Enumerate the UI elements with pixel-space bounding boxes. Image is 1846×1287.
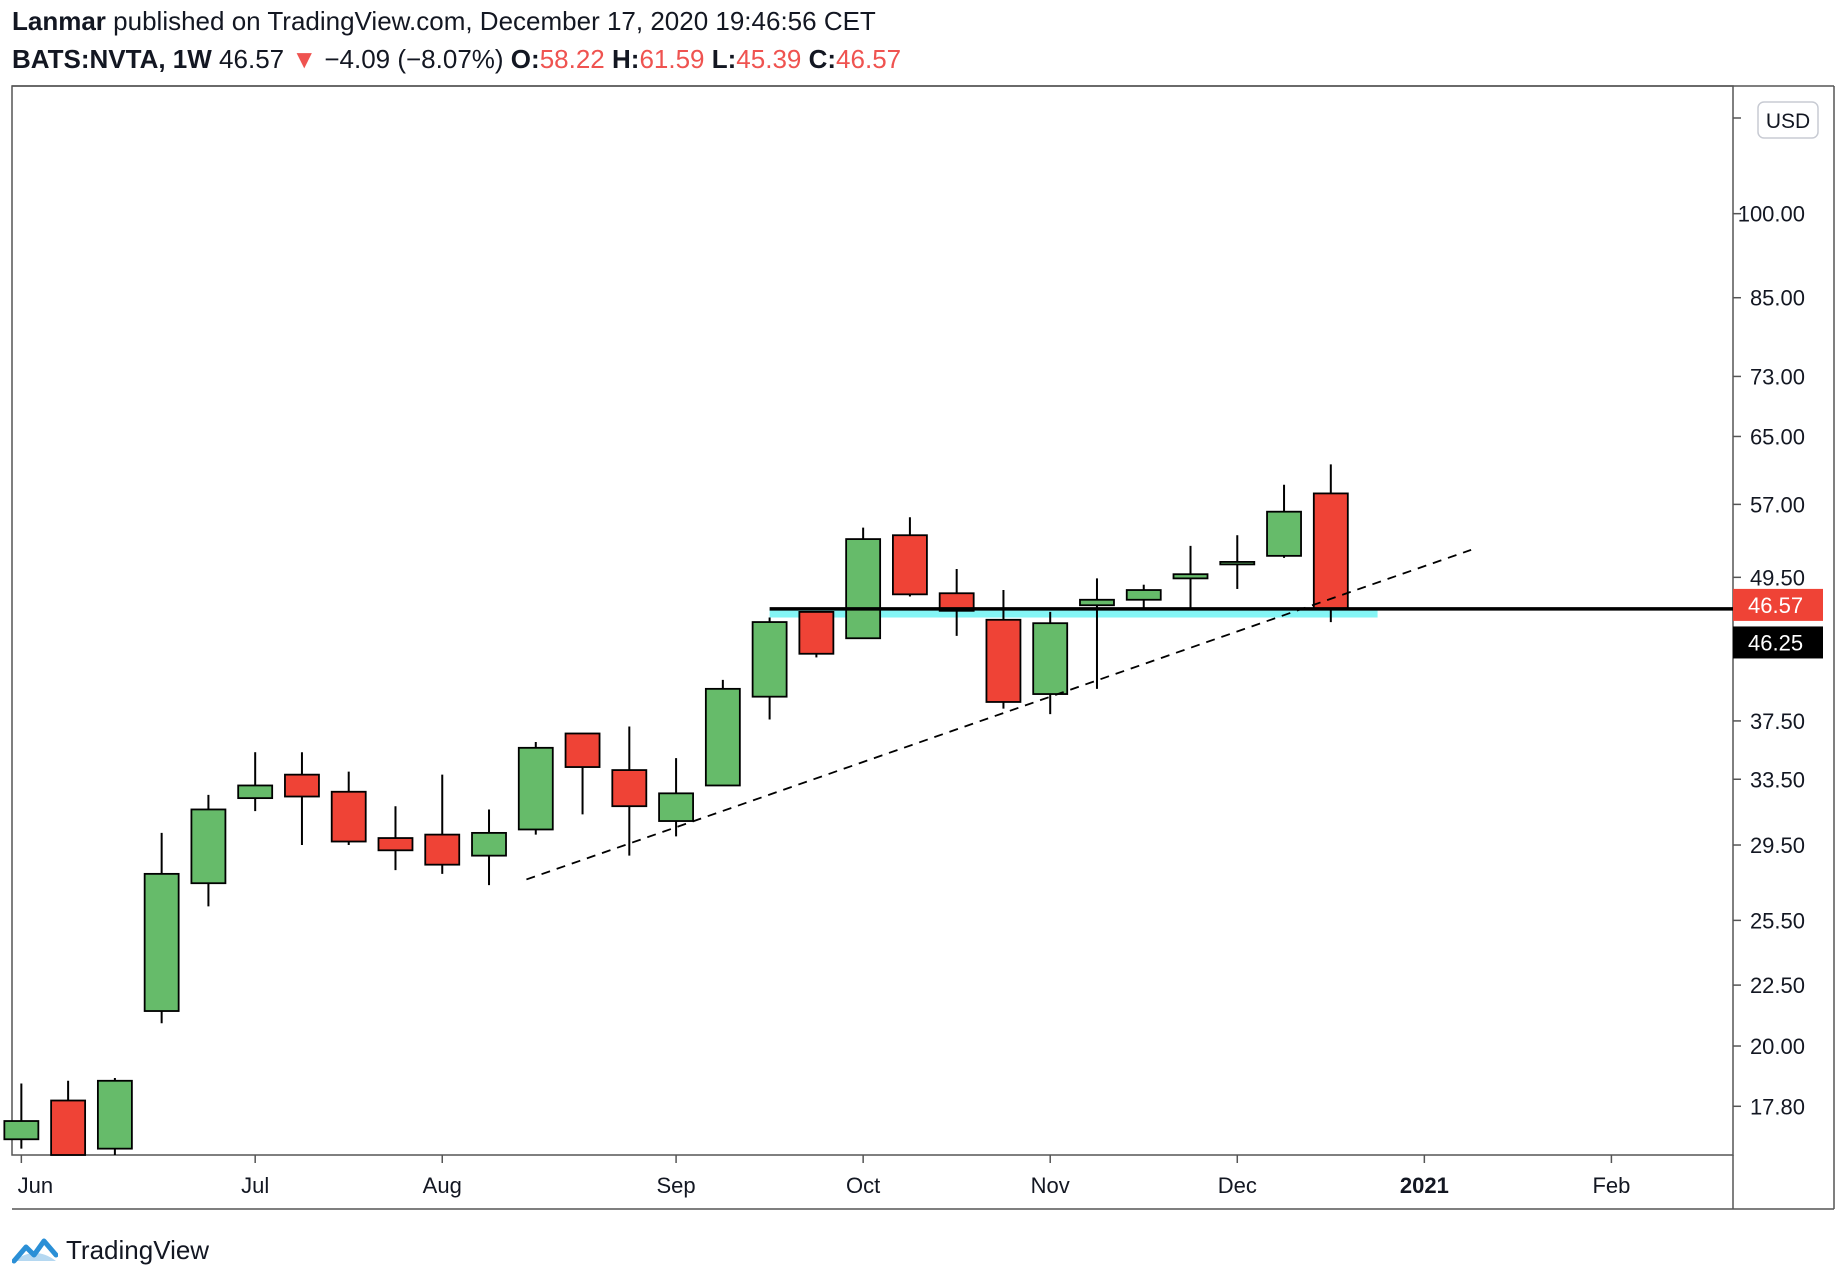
symbol-label[interactable]: BATS:NVTA, 1W bbox=[12, 44, 212, 74]
x-tick-label: Jul bbox=[241, 1173, 269, 1198]
candle-down bbox=[1312, 492, 1349, 610]
y-tick-label: 85.00 bbox=[1750, 286, 1805, 311]
tradingview-brand[interactable]: TradingView bbox=[66, 1234, 210, 1265]
y-tick-label: 33.50 bbox=[1750, 767, 1805, 792]
last-price: 46.57 bbox=[219, 44, 285, 74]
candle-down bbox=[284, 773, 320, 798]
candle-down bbox=[50, 1099, 87, 1156]
y-tick-label: 29.50 bbox=[1750, 833, 1805, 858]
x-tick-label: Oct bbox=[846, 1173, 880, 1198]
candle-down bbox=[330, 790, 367, 843]
candle-up bbox=[658, 792, 694, 822]
candle-down bbox=[798, 611, 835, 655]
y-tick-label: 100.00 bbox=[1738, 202, 1805, 227]
candle-up bbox=[143, 872, 180, 1012]
tradingview-logo-icon[interactable] bbox=[12, 1235, 58, 1265]
candle-down bbox=[611, 769, 648, 808]
candle-up bbox=[1032, 622, 1069, 695]
x-tick-label: Feb bbox=[1592, 1173, 1630, 1198]
close-value: 46.57 bbox=[836, 44, 902, 74]
currency-button-label[interactable]: USD bbox=[1766, 110, 1810, 133]
candle-up bbox=[1266, 510, 1302, 557]
down-arrow-icon: ▼ bbox=[291, 44, 318, 74]
open-label: O: bbox=[510, 44, 540, 74]
candle-up bbox=[751, 621, 788, 698]
y-tick-label: 65.00 bbox=[1750, 424, 1805, 449]
candle-up bbox=[517, 746, 554, 831]
candle-down bbox=[564, 732, 601, 768]
legend-line: BATS:NVTA, 1W 46.57 ▼ −4.09 (−8.07%) O:5… bbox=[12, 44, 901, 75]
candle-up bbox=[190, 808, 227, 885]
y-tick-label: 25.50 bbox=[1750, 908, 1805, 933]
candle-up bbox=[1125, 589, 1162, 601]
candle-up bbox=[1079, 598, 1115, 607]
published-text: published on TradingView.com, December 1… bbox=[113, 6, 876, 36]
x-tick-label: Dec bbox=[1218, 1173, 1257, 1198]
x-tick-label: Aug bbox=[423, 1173, 462, 1198]
currency-button[interactable] bbox=[1757, 101, 1819, 139]
level-price-label: 46.25 bbox=[1748, 630, 1803, 655]
price-change: −4.09 (−8.07%) bbox=[324, 44, 504, 74]
candle-up bbox=[1172, 573, 1209, 580]
x-tick-label: Nov bbox=[1031, 1173, 1070, 1198]
candle-down bbox=[985, 618, 1022, 703]
y-tick-label: 57.00 bbox=[1750, 492, 1805, 517]
candle-up bbox=[3, 1120, 40, 1141]
candle-down bbox=[424, 833, 461, 866]
candle-down bbox=[938, 592, 975, 612]
low-value: 45.39 bbox=[736, 44, 802, 74]
close-label: C: bbox=[808, 44, 837, 74]
open-value: 58.22 bbox=[539, 44, 605, 74]
support-zone bbox=[769, 608, 1378, 618]
low-label: L: bbox=[711, 44, 737, 74]
last-price-label: 46.57 bbox=[1748, 593, 1803, 618]
high-label: H: bbox=[612, 44, 640, 74]
level-price-badge bbox=[1733, 626, 1823, 659]
candle-up bbox=[704, 687, 741, 787]
y-tick-label: 37.50 bbox=[1750, 709, 1805, 734]
x-tick-label: 2021 bbox=[1400, 1173, 1449, 1198]
candle-up bbox=[471, 831, 507, 857]
candle-up bbox=[237, 784, 274, 800]
x-tick-label: Sep bbox=[657, 1173, 696, 1198]
last-price-badge bbox=[1733, 588, 1823, 621]
publish-info: Lanmar published on TradingView.com, Dec… bbox=[12, 6, 876, 37]
candle-down bbox=[377, 837, 414, 852]
candle-up bbox=[845, 538, 882, 640]
y-tick-label: 49.50 bbox=[1750, 565, 1805, 590]
y-tick-label: 73.00 bbox=[1750, 364, 1805, 389]
footer: TradingView bbox=[12, 1230, 209, 1270]
y-tick-label: 20.00 bbox=[1750, 1034, 1805, 1059]
x-tick-label: Jun bbox=[18, 1173, 53, 1198]
dashed-trendline bbox=[526, 549, 1472, 881]
high-value: 61.59 bbox=[639, 44, 705, 74]
author-name[interactable]: Lanmar bbox=[12, 6, 106, 36]
candle-down bbox=[892, 534, 928, 596]
y-tick-label: 17.80 bbox=[1750, 1094, 1805, 1119]
candle-up bbox=[1219, 561, 1256, 566]
candle-up bbox=[96, 1079, 133, 1150]
y-tick-label: 22.50 bbox=[1750, 973, 1805, 998]
